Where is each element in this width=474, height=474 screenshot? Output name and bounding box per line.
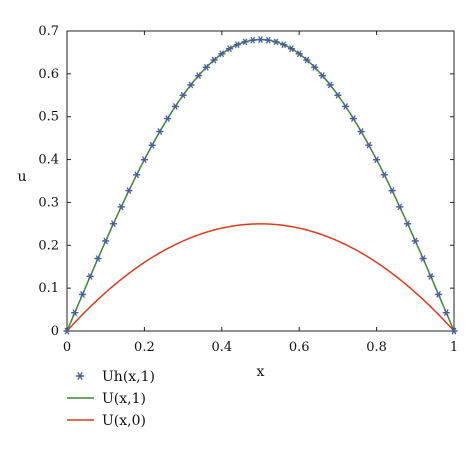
x-tick-label: 0.8 — [366, 340, 387, 355]
y-tick-label: 0.1 — [38, 281, 59, 296]
data-point-marker — [311, 63, 319, 71]
data-point-marker — [233, 41, 241, 49]
data-point-marker — [434, 291, 443, 298]
data-point-marker — [264, 36, 272, 44]
data-point-marker — [365, 141, 373, 149]
x-tick-label: 0.4 — [211, 340, 232, 355]
y-tick-label: 0.7 — [38, 24, 59, 39]
data-point-marker — [102, 237, 110, 245]
data-point-marker — [225, 45, 234, 53]
data-point-marker — [249, 36, 257, 44]
data-point-marker — [156, 128, 164, 135]
y-tick-label: 0.5 — [38, 110, 59, 125]
data-point-marker — [71, 309, 79, 317]
x-tick-label: 0 — [63, 340, 71, 355]
legend-label: Uh(x,1) — [102, 369, 155, 385]
data-point-marker — [148, 141, 156, 149]
data-point-marker — [256, 36, 265, 44]
data-point-marker — [210, 56, 218, 64]
data-point-marker — [125, 187, 133, 195]
data-point-marker — [396, 203, 404, 211]
y-axis: 0 0.1 0.2 0.3 0.4 0.5 0.6 0.7 — [38, 24, 454, 339]
data-point-marker — [187, 81, 195, 89]
data-point-marker — [427, 272, 435, 280]
data-point-marker — [411, 237, 419, 245]
data-point-marker — [318, 72, 327, 80]
x-tick-label: 0.6 — [289, 340, 310, 355]
y-axis-label: u — [17, 169, 26, 185]
legend: Uh(x,1) U(x,1) U(x,0) — [67, 369, 155, 429]
data-point-marker — [450, 327, 458, 335]
data-point-marker — [171, 103, 179, 110]
data-point-marker — [241, 38, 249, 46]
data-point-marker — [287, 45, 296, 53]
data-point-marker — [357, 128, 365, 135]
y-tick-label: 0.6 — [38, 67, 59, 82]
legend-label: U(x,0) — [102, 413, 146, 429]
data-point-marker — [280, 41, 288, 49]
plot-area — [66, 30, 455, 332]
legend-label: U(x,1) — [102, 391, 146, 407]
series-layer — [63, 36, 458, 335]
data-point-marker — [380, 171, 388, 179]
series-line-U(x,0) — [66, 223, 455, 332]
y-tick-label: 0 — [51, 324, 59, 339]
data-point-marker — [388, 187, 396, 195]
data-point-marker — [94, 255, 102, 262]
x-axis-label: x — [257, 364, 265, 380]
data-point-marker — [78, 291, 87, 298]
data-point-marker — [109, 220, 118, 228]
data-point-marker — [403, 220, 412, 228]
y-tick-label: 0.3 — [38, 195, 59, 210]
data-point-marker — [303, 56, 311, 64]
data-point-marker — [326, 81, 334, 89]
series-line-U(x,1) — [66, 38, 455, 332]
data-point-marker — [133, 171, 141, 179]
x-tick-label: 0.2 — [134, 340, 155, 355]
data-point-marker — [442, 309, 450, 317]
y-tick-label: 0.4 — [38, 153, 59, 168]
data-point-marker — [194, 72, 203, 80]
data-point-marker — [419, 255, 427, 262]
data-point-marker — [179, 91, 187, 99]
y-tick-label: 0.2 — [38, 238, 59, 253]
data-point-marker — [373, 156, 381, 164]
data-point-marker — [295, 50, 303, 58]
data-point-marker — [349, 115, 357, 123]
data-point-marker — [334, 91, 342, 99]
data-point-marker — [202, 63, 210, 71]
data-point-marker — [164, 115, 172, 123]
data-point-marker — [63, 327, 71, 335]
data-point-marker — [86, 272, 94, 280]
data-point-marker — [117, 203, 125, 211]
x-axis: 0 0.2 0.4 0.6 0.8 1 — [63, 31, 458, 355]
data-point-marker — [342, 103, 350, 110]
data-point-marker — [272, 38, 280, 46]
x-tick-label: 1 — [450, 340, 458, 355]
legend-marker-0 — [75, 372, 85, 380]
data-point-marker — [218, 50, 226, 58]
data-point-marker — [140, 156, 148, 164]
